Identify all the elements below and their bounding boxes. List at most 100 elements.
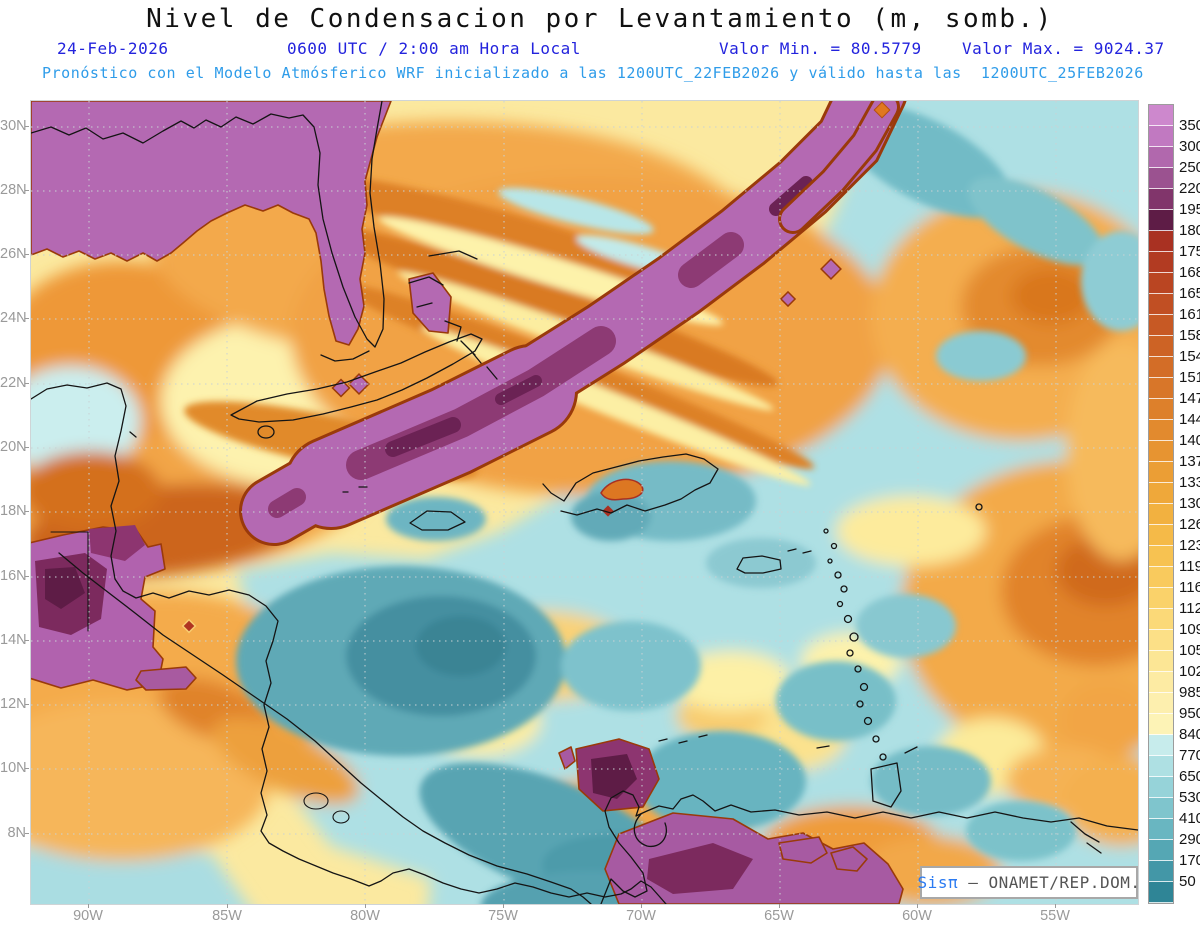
colorbar-label: 290 (1179, 831, 1200, 848)
colorbar-label: 1580 (1179, 327, 1200, 344)
y-tick-mark (25, 511, 29, 512)
colorbar-label: 530 (1179, 789, 1200, 806)
colorbar-label: 2200 (1179, 180, 1200, 197)
colorbar-label: 1265 (1179, 516, 1200, 533)
small-features (181, 101, 891, 634)
colorbar-segment (1149, 609, 1173, 630)
colorbar-label: 1125 (1179, 600, 1200, 617)
x-tick-mark (503, 904, 504, 908)
colorbar-label: 1020 (1179, 663, 1200, 680)
colorbar-segment (1149, 315, 1173, 336)
colorbar (1148, 104, 1174, 904)
colorbar-segment (1149, 651, 1173, 672)
colorbar-label: 50 (1179, 873, 1196, 890)
y-tick-label: 30N (0, 118, 27, 134)
colorbar-label: 1615 (1179, 306, 1200, 323)
colorbar-segment (1149, 399, 1173, 420)
x-tick-mark (1055, 904, 1056, 908)
page-title: Nivel de Condensacion por Levantamiento … (146, 4, 1054, 34)
colorbar-label: 1950 (1179, 201, 1200, 218)
colorbar-segment (1149, 357, 1173, 378)
colorbar-label: 1335 (1179, 474, 1200, 491)
colorbar-label: 1650 (1179, 285, 1200, 302)
colorbar-segment (1149, 210, 1173, 231)
colorbar-segment (1149, 126, 1173, 147)
colorbar-segment (1149, 546, 1173, 567)
colorbar-label: 1545 (1179, 348, 1200, 365)
colorbar-label: 170 (1179, 852, 1200, 869)
colorbar-segment (1149, 525, 1173, 546)
colorbar-segment (1149, 861, 1173, 882)
colorbar-label: 650 (1179, 768, 1200, 785)
colorbar-segment (1149, 798, 1173, 819)
y-tick-mark (25, 318, 29, 319)
colorbar-segment (1149, 231, 1173, 252)
x-tick-label: 60W (902, 908, 932, 924)
colorbar-label: 770 (1179, 747, 1200, 764)
colorbar-segment (1149, 483, 1173, 504)
field-detail-regions (184, 104, 1138, 904)
purple-band (239, 101, 907, 546)
colorbar-label: 3000 (1179, 138, 1200, 155)
x-tick-mark (917, 904, 918, 908)
y-tick-mark (25, 383, 29, 384)
colorbar-segment (1149, 756, 1173, 777)
map-canvas (31, 101, 1138, 904)
colorbar-label: 1475 (1179, 390, 1200, 407)
x-tick-label: 80W (350, 908, 380, 924)
attribution-box: Sisπ – ONAMET/REP.DOM. (917, 866, 1141, 899)
y-tick-mark (25, 254, 29, 255)
colorbar-segment (1149, 147, 1173, 168)
x-tick-label: 65W (764, 908, 794, 924)
x-tick-label: 70W (626, 908, 656, 924)
colorbar-label: 1405 (1179, 432, 1200, 449)
forecast-line: Pronóstico con el Modelo Atmósferico WRF… (42, 64, 1144, 82)
colorbar-label: 1685 (1179, 264, 1200, 281)
colorbar-segment (1149, 735, 1173, 756)
map-plot-area (30, 100, 1139, 905)
y-tick-mark (25, 126, 29, 127)
colorbar-segment (1149, 840, 1173, 861)
colorbar-segment (1149, 630, 1173, 651)
x-tick-label: 90W (73, 908, 103, 924)
gridlines (31, 101, 1138, 904)
attribution-app: Sisπ (917, 873, 959, 892)
colorbar-label: 1510 (1179, 369, 1200, 386)
x-tick-label: 85W (212, 908, 242, 924)
colorbar-label: 410 (1179, 810, 1200, 827)
colorbar-label: 950 (1179, 705, 1200, 722)
purple-regions (31, 101, 904, 904)
colorbar-segment (1149, 168, 1173, 189)
colorbar-label: 1090 (1179, 621, 1200, 638)
colorbar-label: 1300 (1179, 495, 1200, 512)
colorbar-label: 3500 (1179, 117, 1200, 134)
colorbar-segment (1149, 294, 1173, 315)
y-tick-mark (25, 190, 29, 191)
run-date: 24-Feb-2026 (57, 39, 169, 58)
colorbar-label: 985 (1179, 684, 1200, 701)
y-tick-label: 26N (0, 246, 27, 262)
coastlines (31, 101, 1138, 904)
x-tick-mark (227, 904, 228, 908)
y-tick-mark (25, 768, 29, 769)
colorbar-segment (1149, 378, 1173, 399)
colorbar-segment (1149, 189, 1173, 210)
colorbar-segment (1149, 588, 1173, 609)
x-tick-mark (365, 904, 366, 908)
y-tick-label: 8N (7, 825, 26, 841)
y-tick-label: 10N (0, 760, 27, 776)
y-tick-label: 28N (0, 182, 27, 198)
y-tick-label: 24N (0, 310, 27, 326)
colorbar-segment (1149, 567, 1173, 588)
colorbar-segment (1149, 105, 1173, 126)
value-min: Valor Min. = 80.5779 (719, 39, 922, 58)
colorbar-label: 1370 (1179, 453, 1200, 470)
colorbar-segment (1149, 336, 1173, 357)
y-tick-label: 18N (0, 503, 27, 519)
colorbar-segment (1149, 441, 1173, 462)
attribution-source: – ONAMET/REP.DOM. (958, 873, 1141, 892)
colorbar-label: 840 (1179, 726, 1200, 743)
colorbar-label: 1055 (1179, 642, 1200, 659)
y-tick-mark (25, 704, 29, 705)
